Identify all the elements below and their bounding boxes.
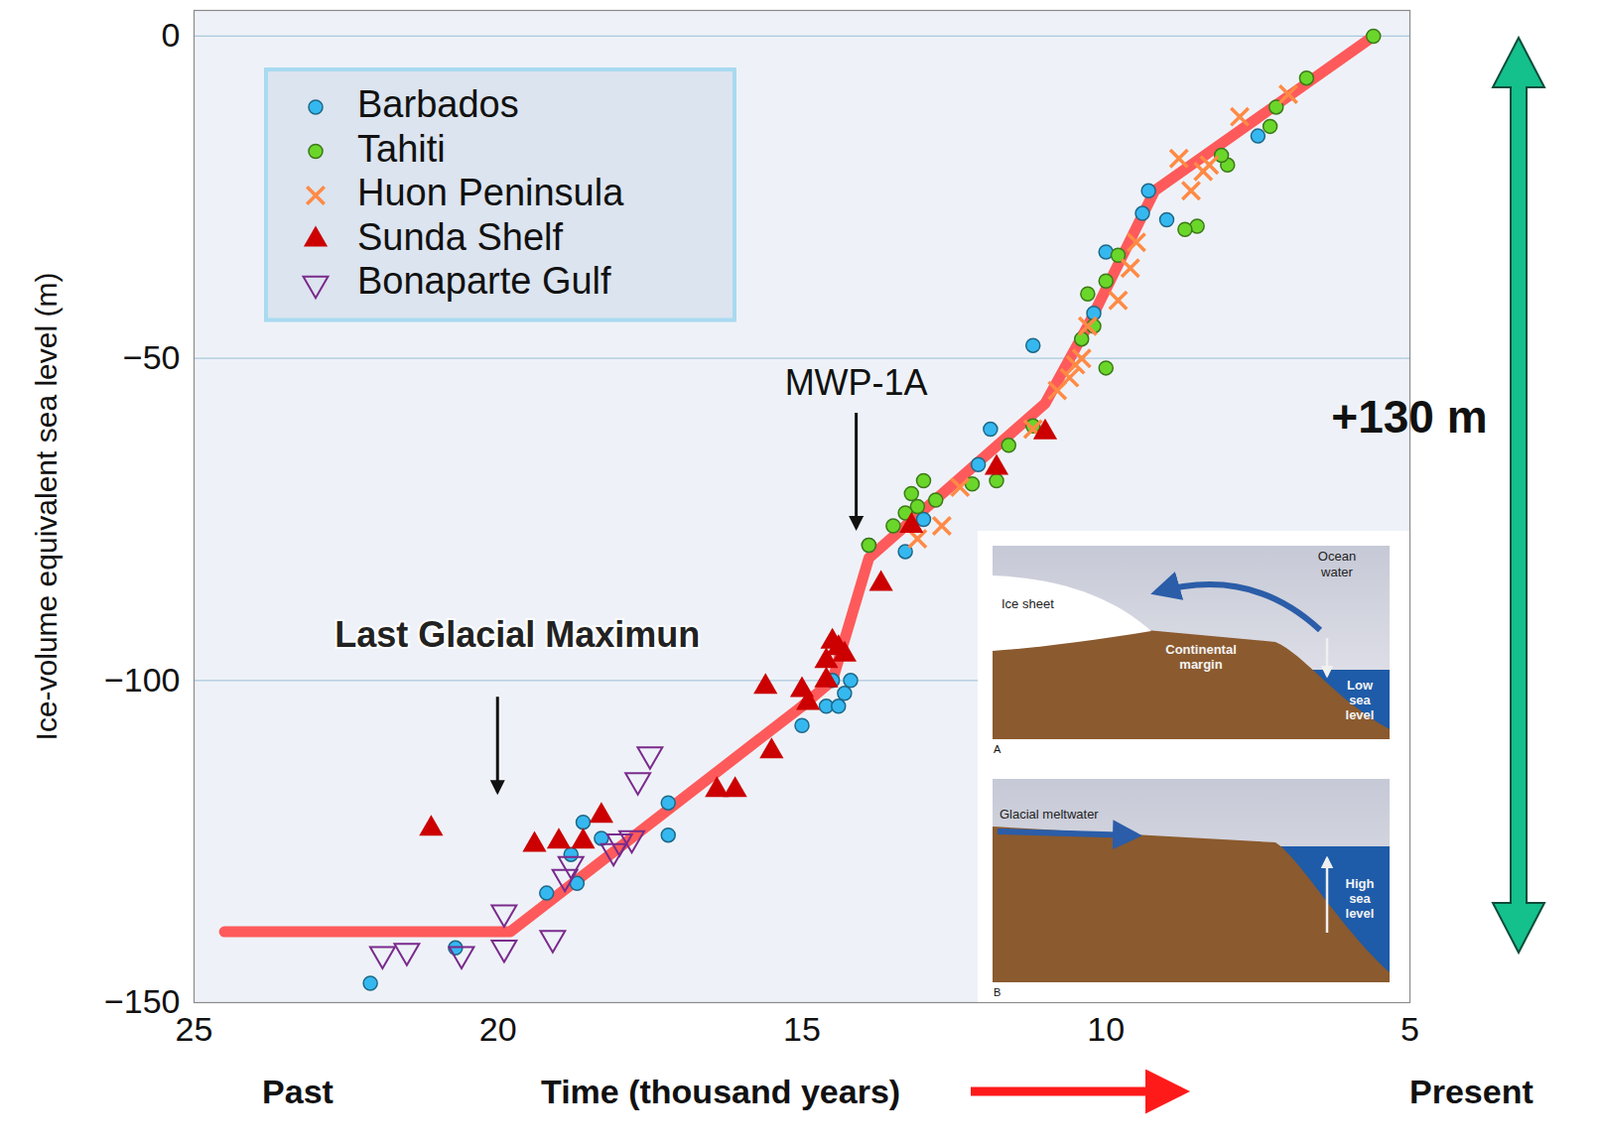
svg-text:20: 20 bbox=[479, 1010, 518, 1049]
svg-text:10: 10 bbox=[1086, 1010, 1125, 1049]
svg-text:Continentalmargin: Continentalmargin bbox=[1165, 642, 1237, 672]
svg-text:B: B bbox=[993, 986, 1001, 999]
svg-text:Ice-volume equivalent sea leve: Ice-volume equivalent sea level (m) bbox=[29, 272, 63, 742]
svg-text:Time (thousand years): Time (thousand years) bbox=[540, 1072, 901, 1111]
svg-text:15: 15 bbox=[783, 1010, 821, 1049]
svg-text:Barbados: Barbados bbox=[357, 83, 520, 126]
svg-text:Huon Peninsula: Huon Peninsula bbox=[357, 171, 625, 214]
svg-text:Glacial meltwater: Glacial meltwater bbox=[999, 806, 1099, 822]
svg-text:A: A bbox=[993, 743, 1002, 756]
svg-text:Lowsealevel: Lowsealevel bbox=[1345, 677, 1375, 723]
svg-text:Past: Past bbox=[262, 1072, 334, 1111]
svg-text:−150: −150 bbox=[104, 982, 181, 1021]
svg-text:−100: −100 bbox=[104, 661, 181, 699]
svg-text:Present: Present bbox=[1409, 1072, 1534, 1111]
svg-text:Sunda Shelf: Sunda Shelf bbox=[357, 216, 563, 259]
svg-text:Highsealevel: Highsealevel bbox=[1345, 876, 1375, 922]
svg-text:−50: −50 bbox=[123, 338, 181, 377]
svg-text:Ice sheet: Ice sheet bbox=[1001, 596, 1055, 612]
svg-text:0: 0 bbox=[161, 15, 181, 54]
svg-text:Bonaparte Gulf: Bonaparte Gulf bbox=[357, 260, 612, 302]
svg-text:5: 5 bbox=[1400, 1010, 1420, 1049]
svg-text:Last Glacial Maximun: Last Glacial Maximun bbox=[334, 614, 700, 656]
svg-text:+130 m: +130 m bbox=[1331, 391, 1487, 443]
svg-text:MWP-1A: MWP-1A bbox=[785, 362, 929, 403]
svg-text:25: 25 bbox=[175, 1010, 214, 1049]
svg-text:Tahiti: Tahiti bbox=[357, 128, 446, 170]
svg-text:Oceanwater: Oceanwater bbox=[1318, 548, 1356, 580]
